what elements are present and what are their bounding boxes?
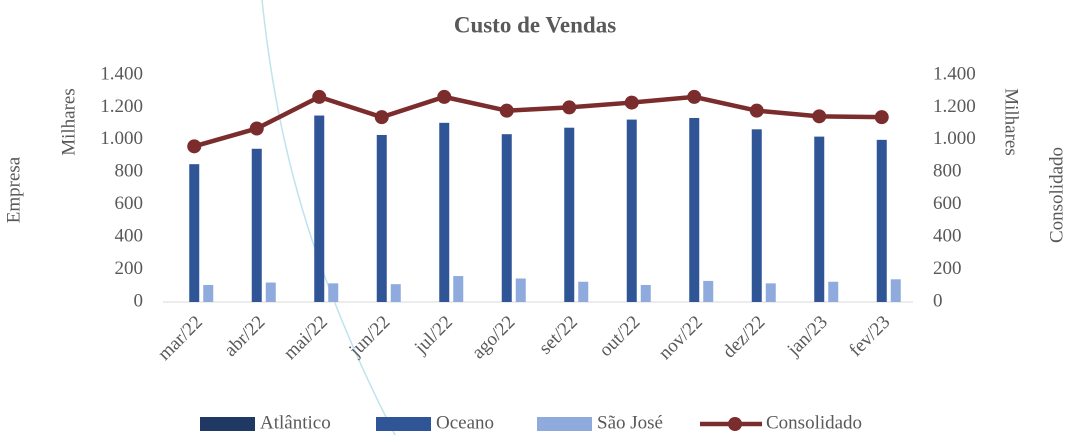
bar bbox=[876, 139, 887, 302]
line-marker bbox=[812, 109, 827, 124]
y-axis-label: Empresa bbox=[3, 156, 24, 223]
y2-tick-label: 600 bbox=[933, 193, 962, 214]
y-tick-label: 1.400 bbox=[100, 63, 143, 84]
line-marker bbox=[437, 89, 452, 104]
bar bbox=[203, 284, 214, 302]
bar bbox=[501, 134, 512, 302]
line-marker bbox=[499, 103, 514, 118]
x-tick-label: jun/22 bbox=[344, 312, 394, 362]
bar bbox=[515, 278, 526, 302]
line-marker bbox=[687, 89, 702, 104]
y2-tick-label: 400 bbox=[933, 226, 962, 247]
legend-label: Atlântico bbox=[260, 412, 331, 433]
y-tick-label: 200 bbox=[115, 258, 144, 279]
bar bbox=[251, 148, 262, 302]
x-tick-label: set/22 bbox=[535, 312, 582, 359]
line-marker bbox=[624, 95, 639, 110]
bar bbox=[189, 164, 200, 302]
bar bbox=[265, 282, 276, 302]
bar bbox=[703, 280, 714, 302]
y2-tick-label: 1.200 bbox=[933, 96, 976, 117]
legend-label: Consolidado bbox=[766, 412, 862, 433]
x-tick-label: out/22 bbox=[595, 312, 644, 361]
bar bbox=[689, 117, 700, 302]
y-display-unit: Milhares bbox=[58, 88, 79, 156]
y2-tick-label: 1.000 bbox=[933, 128, 976, 149]
x-tick-label: jul/22 bbox=[410, 312, 457, 359]
x-tick-label: abr/22 bbox=[220, 312, 269, 361]
bar bbox=[814, 136, 825, 302]
x-tick-label: mar/22 bbox=[154, 312, 207, 365]
line-marker bbox=[374, 110, 389, 125]
line-marker bbox=[874, 110, 889, 125]
x-tick-label: dez/22 bbox=[719, 312, 770, 363]
legend-marker bbox=[728, 417, 742, 431]
bar bbox=[376, 134, 387, 302]
y2-tick-label: 200 bbox=[933, 258, 962, 279]
y-tick-label: 1.000 bbox=[100, 128, 143, 149]
bar bbox=[314, 115, 325, 303]
y-tick-label: 400 bbox=[115, 226, 144, 247]
y2-tick-label: 0 bbox=[933, 290, 943, 311]
bar bbox=[765, 283, 776, 302]
y-tick-label: 600 bbox=[115, 193, 144, 214]
y2-tick-label: 1.400 bbox=[933, 63, 976, 84]
bar bbox=[328, 283, 339, 302]
x-tick-label: fev/23 bbox=[845, 312, 894, 361]
bar bbox=[390, 284, 401, 302]
bar bbox=[564, 127, 575, 302]
chart-title: Custo de Vendas bbox=[454, 12, 616, 37]
y-tick-label: 800 bbox=[115, 161, 144, 182]
bar bbox=[626, 119, 637, 302]
bar bbox=[890, 279, 901, 302]
legend-swatch bbox=[376, 417, 431, 431]
y2-tick-label: 800 bbox=[933, 161, 962, 182]
x-tick-label: nov/22 bbox=[655, 312, 707, 364]
legend-label: Oceano bbox=[436, 412, 494, 433]
line bbox=[193, 94, 882, 149]
line-marker bbox=[562, 100, 577, 115]
bar bbox=[453, 276, 464, 302]
bar bbox=[439, 122, 450, 302]
y-tick-label: 0 bbox=[134, 290, 144, 311]
bar bbox=[578, 281, 589, 302]
line-marker bbox=[249, 121, 264, 136]
x-tick-label: jan/23 bbox=[783, 312, 832, 361]
legend-label: São José bbox=[597, 412, 663, 433]
bar bbox=[640, 284, 651, 302]
decoration-curve bbox=[261, 0, 396, 435]
line-marker bbox=[187, 139, 202, 154]
x-tick-label: mai/22 bbox=[280, 312, 332, 364]
bar bbox=[751, 129, 762, 302]
line-marker bbox=[312, 89, 327, 104]
y-tick-label: 1.200 bbox=[100, 96, 143, 117]
y2-display-unit: Milhares bbox=[1001, 88, 1022, 156]
line-marker bbox=[749, 103, 764, 118]
bar bbox=[828, 281, 839, 302]
y2-axis-label: Consolidado bbox=[1046, 147, 1067, 243]
legend-swatch bbox=[537, 417, 592, 431]
legend-swatch bbox=[200, 417, 255, 431]
x-tick-label: ago/22 bbox=[468, 312, 519, 363]
